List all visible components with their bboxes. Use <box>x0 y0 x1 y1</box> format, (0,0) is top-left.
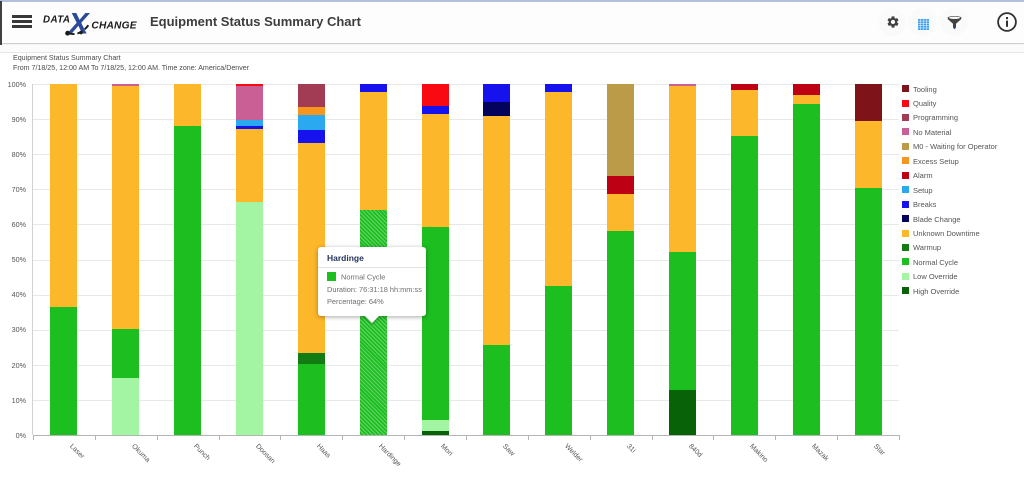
svg-text:DATA: DATA <box>43 15 70 26</box>
svg-text:CHANGE: CHANGE <box>91 21 137 32</box>
svg-text:X: X <box>67 10 91 40</box>
